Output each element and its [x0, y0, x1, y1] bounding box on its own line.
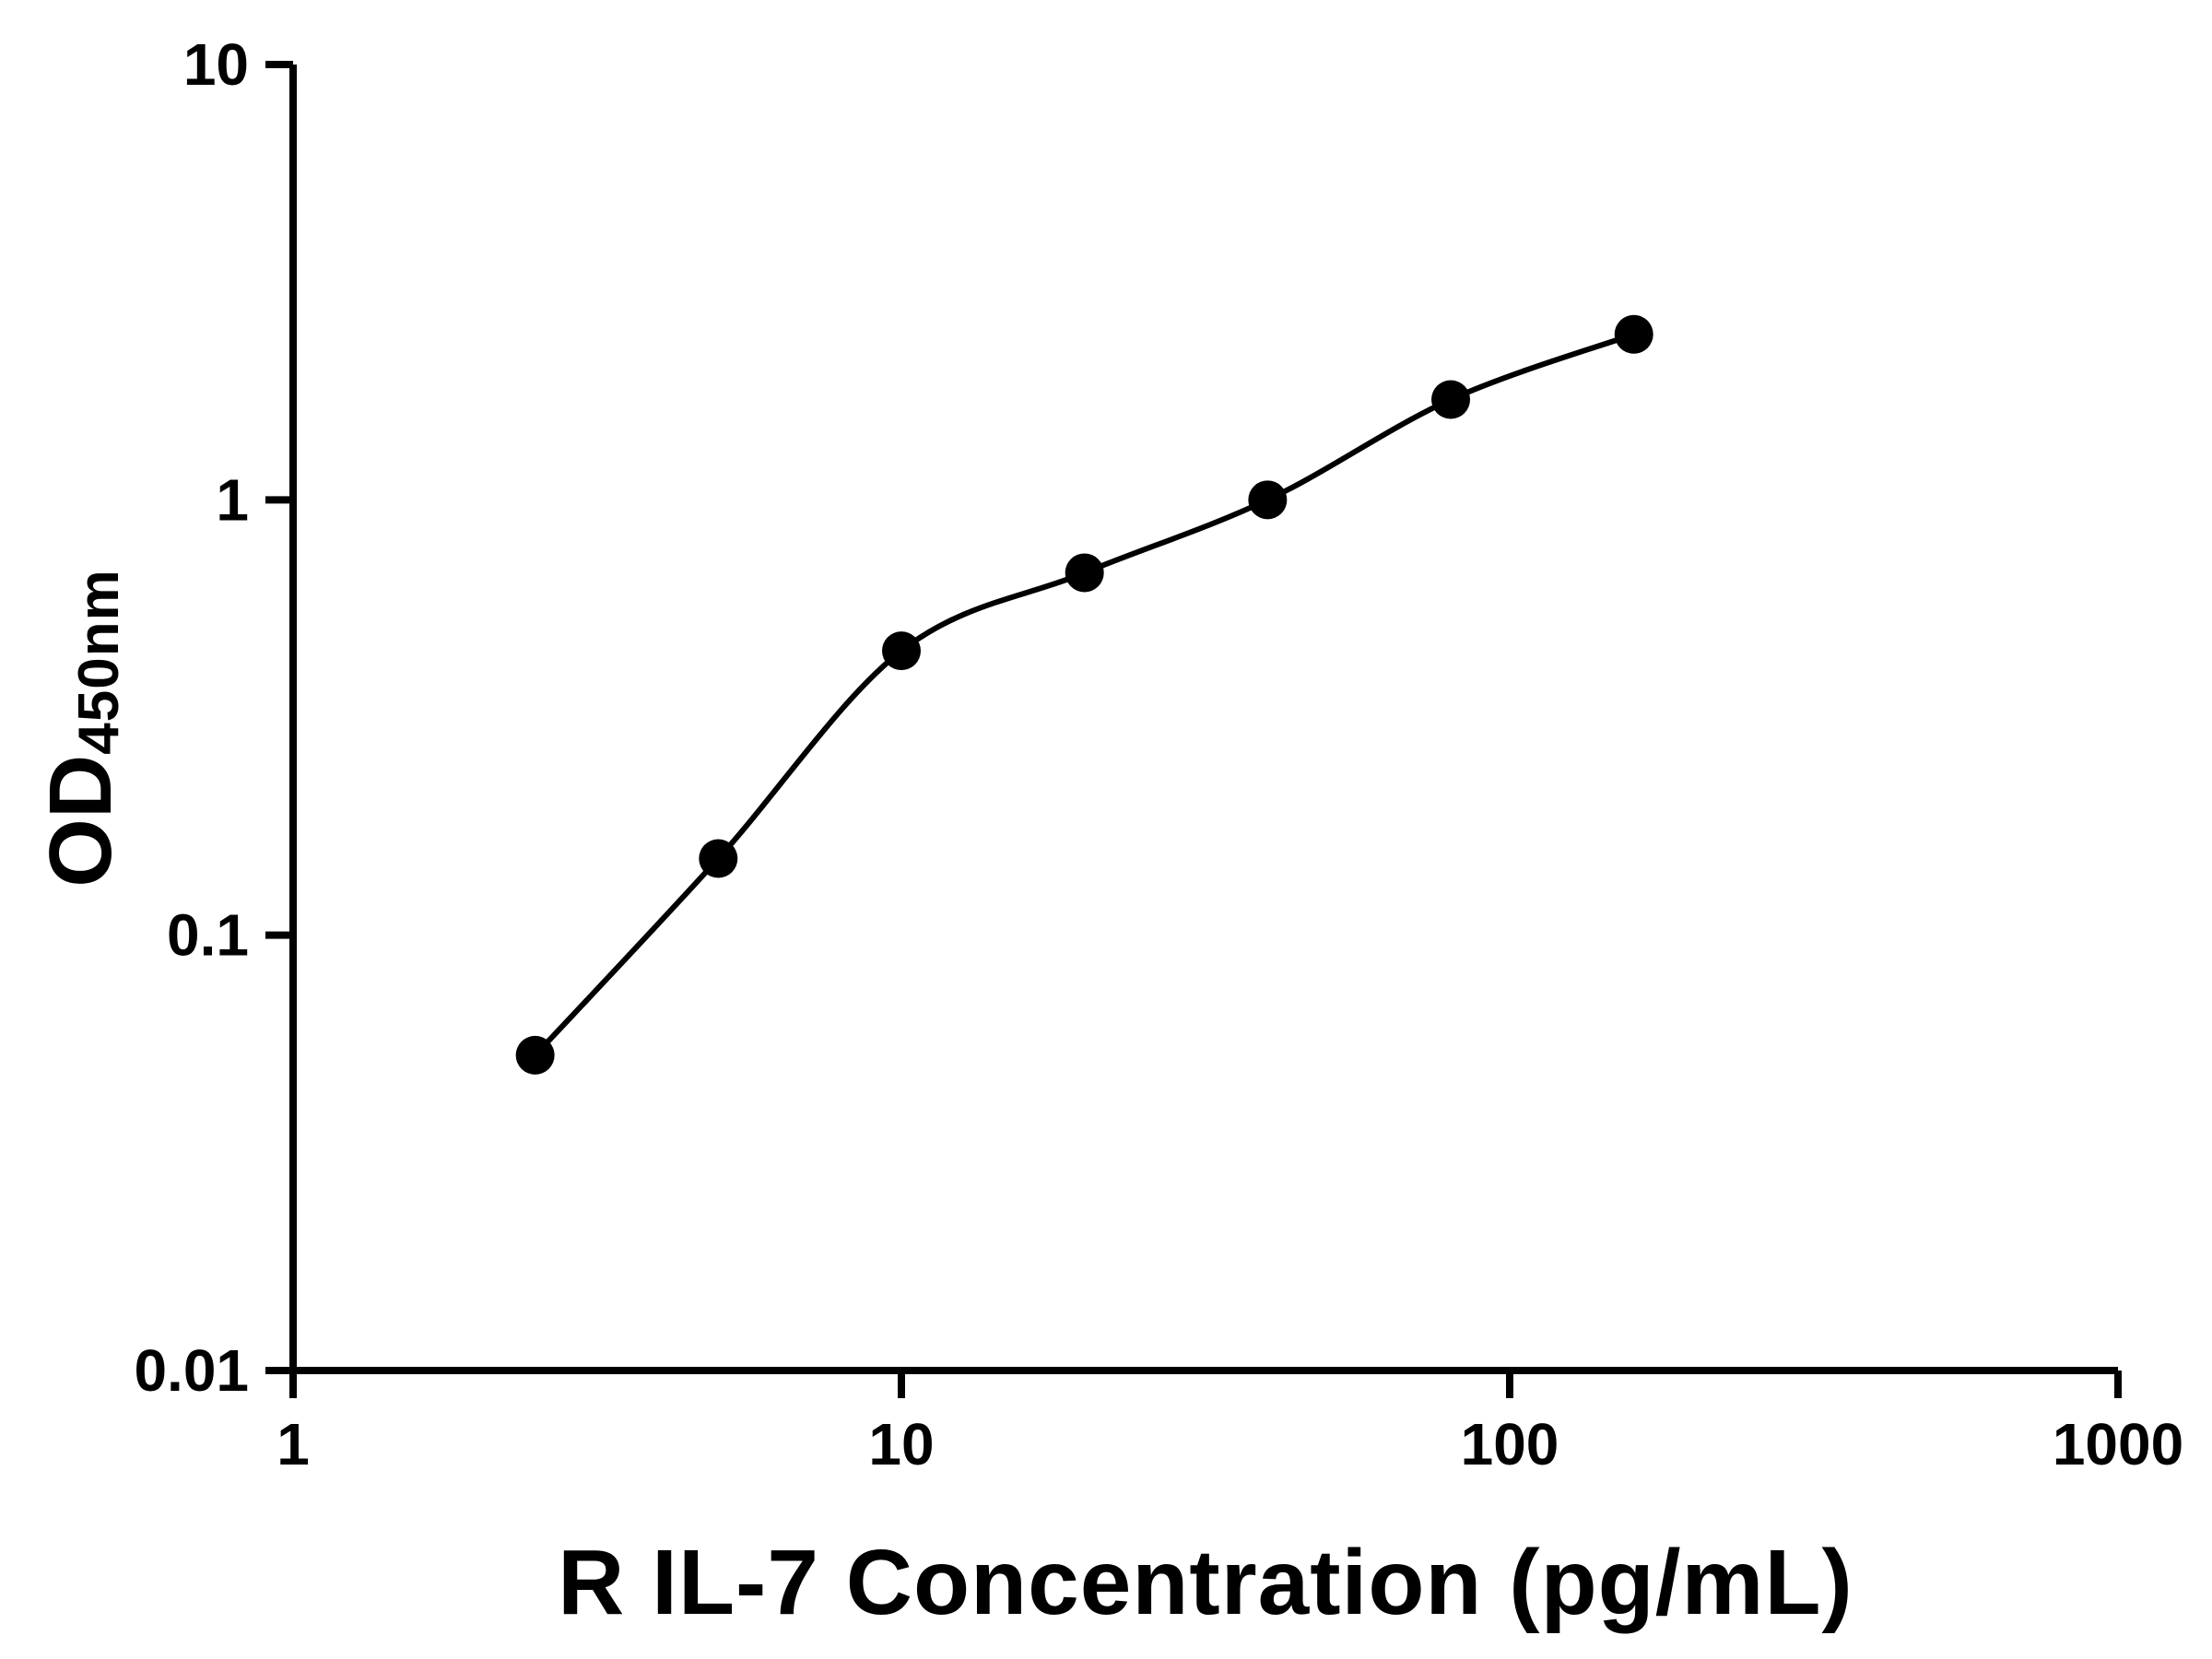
- y-tick-label: 1: [216, 466, 249, 533]
- data-point-marker: [515, 1035, 555, 1075]
- x-tick-label: 1: [276, 1411, 310, 1477]
- y-tick-label: 10: [183, 31, 249, 98]
- y-axis-title-main: OD: [31, 754, 130, 888]
- data-point-marker: [882, 631, 921, 671]
- x-tick-label: 100: [1461, 1411, 1559, 1477]
- y-tick-label: 0.1: [167, 902, 249, 969]
- data-point-marker: [1248, 480, 1288, 520]
- data-point-marker: [1431, 380, 1471, 419]
- fit-curve-line: [533, 331, 1635, 1057]
- x-tick-label: 1000: [2053, 1411, 2183, 1477]
- y-axis-title-subscript: 450nm: [67, 569, 131, 755]
- data-point-marker: [1614, 314, 1653, 354]
- x-axis-title: R IL-7 Concentration (pg/mL): [558, 1531, 1853, 1634]
- y-tick-label: 0.01: [134, 1337, 249, 1404]
- data-point-marker: [1065, 553, 1104, 593]
- data-point-marker: [699, 839, 738, 878]
- y-axis-title: OD450nm: [30, 569, 132, 887]
- x-tick-label: 10: [868, 1411, 934, 1477]
